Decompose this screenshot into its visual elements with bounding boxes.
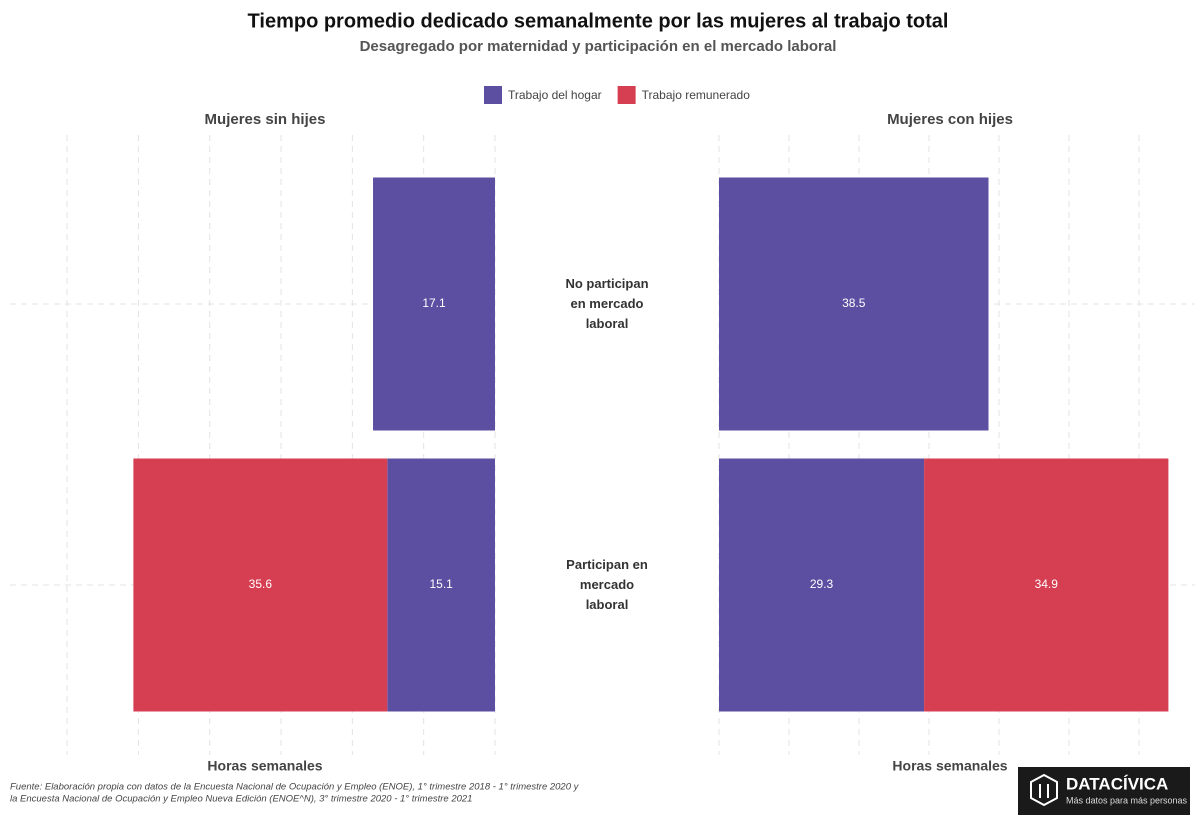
bar [387, 458, 495, 712]
logo-icon [1030, 773, 1058, 807]
chart-subtitle: Desagregado por maternidad y participaci… [360, 38, 837, 55]
panel-title: Mujeres con hijes [887, 111, 1013, 128]
logo-box [1018, 767, 1190, 815]
value-label: 15.1 [429, 577, 453, 591]
category-label: Participan en mercado laboral [566, 557, 648, 612]
legend-label: Trabajo remunerado [642, 88, 751, 102]
value-label: 34.9 [1035, 577, 1059, 591]
legend-label: Trabajo del hogar [508, 88, 602, 102]
legend-swatch [484, 86, 502, 104]
logo-name: DATACÍVICA [1066, 774, 1168, 793]
panel-title: Mujeres sin hijes [205, 111, 326, 128]
bar [719, 177, 989, 431]
legend-swatch [617, 86, 636, 104]
x-axis-label: Horas semanales [207, 758, 322, 774]
caption: la Encuesta Nacional de Ocupación y Empl… [10, 794, 472, 805]
caption: Fuente: Elaboración propia con datos de … [10, 782, 580, 793]
bar [719, 458, 925, 712]
bar [373, 177, 495, 431]
value-label: 29.3 [810, 577, 834, 591]
chart-title: Tiempo promedio dedicado semanalmente po… [248, 10, 949, 32]
value-label: 35.6 [249, 577, 273, 591]
value-label: 17.1 [422, 296, 446, 310]
category-label: No participan en mercado laboral [565, 276, 649, 331]
bar [924, 458, 1169, 712]
logo-tagline: Más datos para más personas [1066, 795, 1188, 805]
value-label: 38.5 [842, 296, 866, 310]
bar [133, 458, 388, 712]
x-axis-label: Horas semanales [892, 758, 1007, 774]
